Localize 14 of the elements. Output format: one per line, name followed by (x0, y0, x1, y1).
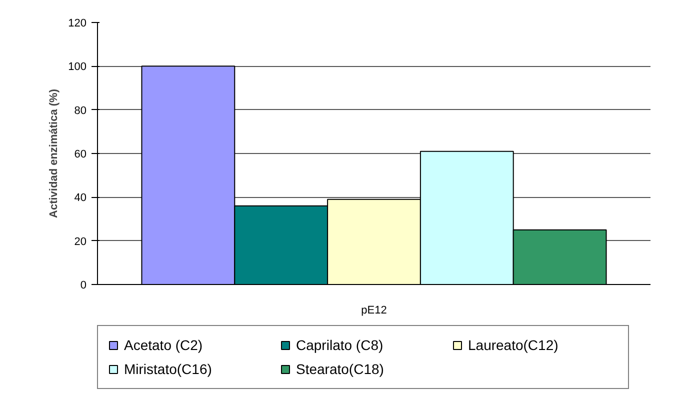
y-tick-label: 120 (68, 18, 87, 30)
legend-label: Acetato (C2) (124, 336, 204, 354)
y-tick-label: 0 (80, 280, 87, 292)
legend-label: Caprilato (C8) (296, 336, 384, 354)
legend-label: Miristato(C16) (124, 360, 213, 378)
y-axis-title: Actividad enzimática (%) (48, 88, 60, 218)
y-tick-label: 60 (74, 148, 87, 160)
y-tick-label: 20 (74, 236, 87, 248)
x-tick-label: pE12 (361, 304, 387, 316)
y-tick-label: 40 (74, 192, 87, 204)
legend-label: Laureato(C12) (468, 336, 560, 354)
legend-label: Stearato(C18) (296, 360, 385, 378)
y-tick-label: 100 (68, 61, 87, 74)
y-tick-label: 80 (74, 104, 87, 117)
